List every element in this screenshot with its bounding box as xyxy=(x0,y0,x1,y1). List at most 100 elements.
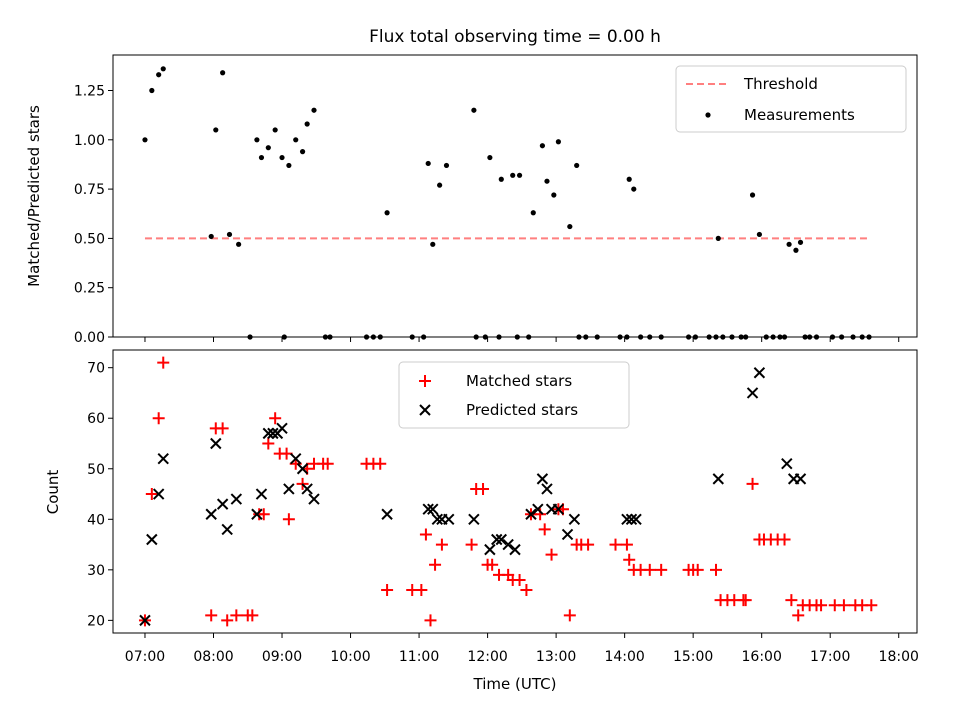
predicted-star-point xyxy=(221,523,233,536)
bottom-x-tick-label: 11:00 xyxy=(399,649,439,665)
bottom-x-tick-label: 10:00 xyxy=(330,649,370,665)
measurement-point xyxy=(304,121,310,127)
matched-star-point xyxy=(280,447,293,460)
matched-star-point xyxy=(623,553,636,566)
predicted-star-point xyxy=(621,513,633,526)
measurement-point xyxy=(220,70,226,76)
measurement-point xyxy=(236,241,242,247)
predicted-star-point xyxy=(276,422,288,435)
predicted-star-point xyxy=(210,437,222,450)
measurement-point xyxy=(756,231,762,238)
predicted-star-point xyxy=(753,367,766,379)
predicted-star-point xyxy=(381,508,393,520)
bottom-x-tick-label: 14:00 xyxy=(604,649,644,665)
measurement-point xyxy=(749,192,756,198)
top-y-tick-label: 0.50 xyxy=(74,231,105,247)
bottom-x-tick-label: 12:00 xyxy=(467,649,507,665)
measurement-point xyxy=(715,235,721,241)
measurement-point xyxy=(471,107,477,113)
measurement-point xyxy=(299,149,306,155)
matched-star-point xyxy=(415,584,428,597)
matched-star-point xyxy=(520,584,533,597)
matched-star-point xyxy=(374,457,387,470)
x-axis-label: Time (UTC) xyxy=(473,675,557,693)
predicted-star-point xyxy=(431,513,444,526)
matched-star-point xyxy=(429,558,442,571)
threshold-legend-label: Threshold xyxy=(743,75,818,93)
measurement-point xyxy=(437,182,443,188)
matched-legend-label: Matched stars xyxy=(466,372,572,390)
matched-star-point xyxy=(865,599,878,612)
predicted-star-point xyxy=(443,513,455,526)
matched-star-point xyxy=(157,356,170,369)
measurement-point xyxy=(149,87,155,94)
predicted-star-point xyxy=(552,503,565,515)
matched-star-point xyxy=(216,422,229,435)
predicted-star-point xyxy=(468,513,480,526)
predicted-star-point xyxy=(230,493,243,505)
predicted-star-point xyxy=(422,503,434,515)
top-plot: 0.00 0.25 0.50 0.75 1.00 1.25 Matched/Predict… xyxy=(25,54,918,346)
predicted-star-point xyxy=(712,473,724,485)
predicted-star-point xyxy=(283,483,295,495)
predicted-star-point xyxy=(157,452,169,465)
measurement-point xyxy=(516,172,523,178)
bottom-legend: Matched stars Predicted stars xyxy=(398,361,630,429)
predicted-star-point xyxy=(484,543,496,556)
predicted-star-point xyxy=(491,533,503,546)
measurement-point xyxy=(258,154,265,161)
predicted-star-point xyxy=(152,488,165,500)
matched-star-point xyxy=(837,599,850,612)
measurement-point xyxy=(311,107,317,113)
matched-star-point xyxy=(477,482,490,495)
matched-star-point xyxy=(538,523,551,536)
measurement-point xyxy=(286,162,292,169)
bottom-x-tick-label: 18:00 xyxy=(879,649,919,665)
measurement-point xyxy=(567,223,573,230)
bottom-plot-frame xyxy=(112,349,918,634)
measurement-point xyxy=(160,66,166,72)
bottom-plot: 20 30 40 50 60 70 07:00 08:00 09:00 10:00 11:00 12:… xyxy=(44,349,919,693)
chart-title: Flux total observing time = 0.00 h xyxy=(369,27,661,47)
predicted-star-point xyxy=(502,538,514,551)
predicted-star-point xyxy=(216,498,229,510)
matched-star-point xyxy=(205,609,218,622)
matched-star-point xyxy=(691,563,704,576)
predicted-star-point xyxy=(255,488,268,500)
matched-star-point xyxy=(269,412,282,425)
measurement-point xyxy=(555,139,561,145)
matched-star-point xyxy=(230,609,243,622)
predicted-star-point xyxy=(561,528,574,541)
matched-star-point xyxy=(419,528,432,541)
measurement-point xyxy=(208,233,214,240)
measurement-point xyxy=(254,137,260,143)
measurement-point xyxy=(384,210,390,216)
top-y-tick-label: 1.25 xyxy=(74,83,105,99)
matched-star-point xyxy=(746,477,759,490)
measurement-point xyxy=(574,162,580,169)
matched-star-point xyxy=(282,513,295,526)
matched-star-point xyxy=(545,548,558,561)
measurement-point xyxy=(226,231,233,238)
bottom-y-tick-label: 70 xyxy=(87,361,105,377)
top-y-axis-label: Matched/Predicted stars xyxy=(25,105,43,287)
matched-star-point xyxy=(152,412,165,425)
matched-star-point xyxy=(381,584,394,597)
measurement-point xyxy=(793,247,799,253)
predicted-star-point xyxy=(308,493,320,505)
matched-star-point xyxy=(655,563,668,576)
matched-star-point xyxy=(145,488,158,501)
predicted-star-point xyxy=(139,614,151,627)
bottom-x-tick-label: 07:00 xyxy=(125,649,165,665)
measurement-point xyxy=(487,154,493,161)
top-legend-box xyxy=(675,65,907,133)
bottom-x-tick-label: 16:00 xyxy=(742,649,782,665)
measurement-point xyxy=(539,143,546,149)
predicted-star-point xyxy=(262,427,275,440)
matched-star-point xyxy=(620,538,633,551)
matched-star-point xyxy=(246,609,259,622)
matched-star-point xyxy=(262,437,275,450)
top-y-tick-label: 1.00 xyxy=(74,133,105,149)
matched-star-point xyxy=(486,558,499,571)
